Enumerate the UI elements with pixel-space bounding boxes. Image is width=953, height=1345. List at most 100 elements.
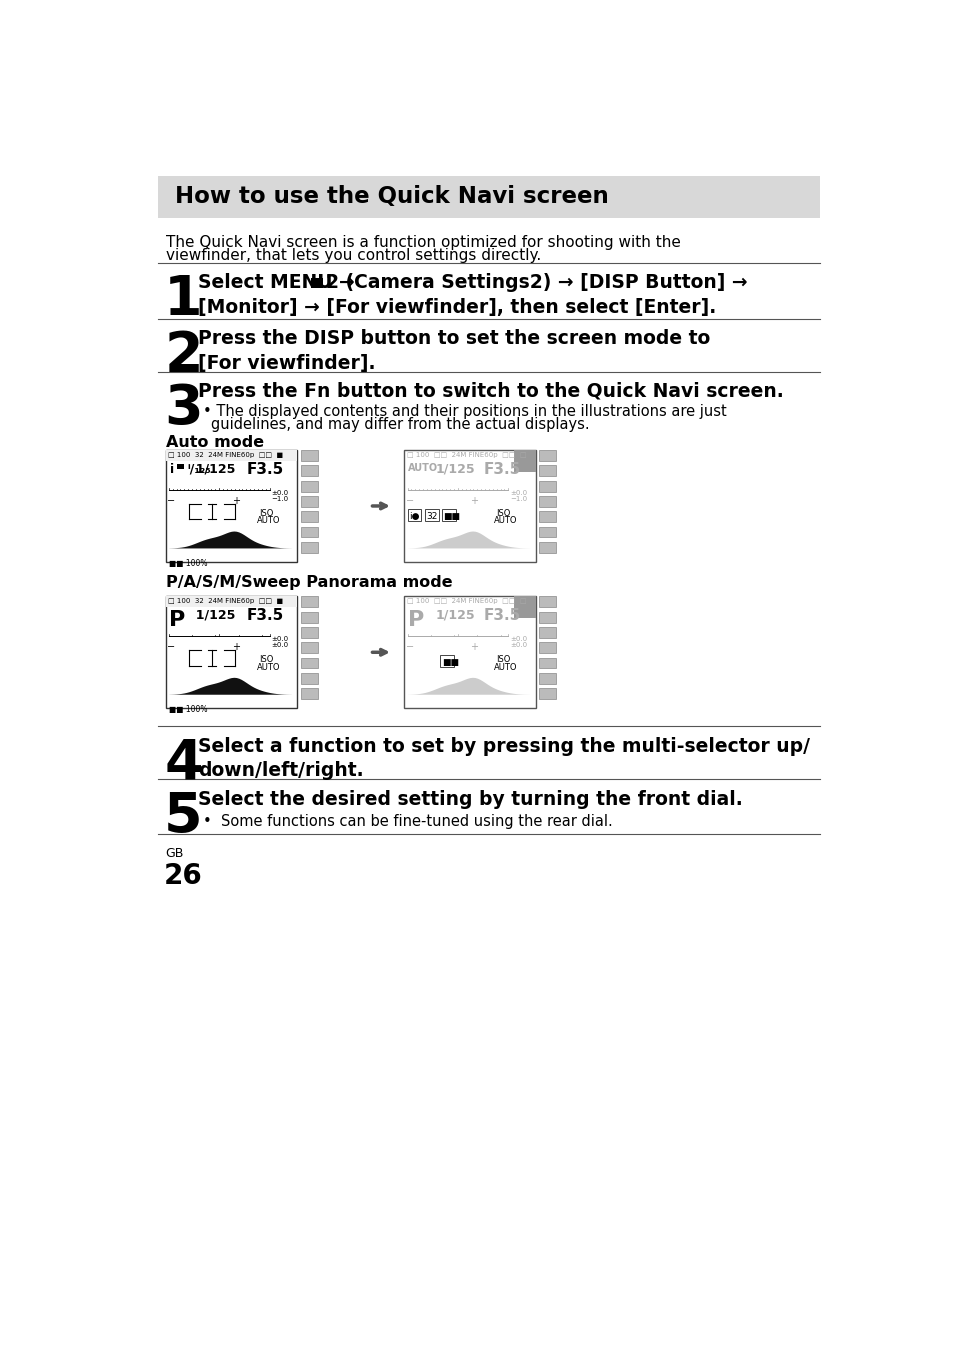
Text: 4: 4 [164,737,202,791]
Text: ±0.0: ±0.0 [509,636,526,643]
Bar [300,527,317,538]
Text: +: + [470,642,477,652]
Text: AUTO: AUTO [257,516,280,526]
Text: 32: 32 [426,511,437,521]
Text: AUTO: AUTO [407,463,437,473]
Text: +: + [232,495,239,506]
Text: F3.5: F3.5 [483,608,520,623]
Text: −: − [167,642,175,652]
Text: −: − [406,495,414,506]
Text: ±0.0: ±0.0 [509,490,526,496]
Bar [404,596,536,707]
Text: ISO: ISO [258,508,273,518]
Text: ■■: ■■ [443,511,459,521]
Text: AUTO: AUTO [257,663,280,671]
Bar [538,542,556,553]
Text: 3: 3 [164,382,203,436]
Bar [300,672,317,683]
Text: ±0.0: ±0.0 [271,490,288,496]
Bar [300,643,317,654]
Text: ■■ 100%: ■■ 100% [169,705,207,714]
Bar [407,508,421,521]
Bar [300,496,317,507]
Text: −1.0: −1.0 [509,495,526,502]
Bar [300,658,317,668]
Text: ISO: ISO [496,655,510,664]
Text: 2: 2 [164,330,203,383]
Bar [538,480,556,491]
Bar [300,596,317,607]
Bar [300,542,317,553]
Text: +: + [470,495,477,506]
Bar [300,627,317,638]
Bar [514,596,536,617]
Text: ISO: ISO [258,655,273,664]
Text: −: − [406,642,414,652]
Bar [538,658,556,668]
Text: ■■ 100%: ■■ 100% [169,558,207,568]
Text: F3.5: F3.5 [483,461,520,476]
Text: □ 100  32  24M FINE60p  □□  ■: □ 100 32 24M FINE60p □□ ■ [168,599,283,604]
Bar [538,465,556,476]
Text: □ 100  □□  24M FINE60p  □□  □: □ 100 □□ 24M FINE60p □□ □ [406,599,526,604]
Text: □ 100  32  24M FINE60p  □□  ■: □ 100 32 24M FINE60p □□ ■ [168,452,283,457]
Bar [538,596,556,607]
Bar [311,278,323,288]
Bar [300,511,317,522]
Text: viewfinder, that lets you control settings directly.: viewfinder, that lets you control settin… [166,249,540,264]
Text: 1/125: 1/125 [187,463,235,476]
Text: [For viewfinder].: [For viewfinder]. [198,354,375,373]
Text: +: + [232,642,239,652]
Text: 1: 1 [164,273,203,327]
Text: P: P [407,609,423,629]
Text: [Monitor] → [For viewfinder], then select [Enter].: [Monitor] → [For viewfinder], then selec… [198,297,716,316]
Text: Press the Fn button to switch to the Quick Navi screen.: Press the Fn button to switch to the Qui… [198,382,783,401]
Bar [300,612,317,623]
Text: ⁱ/₁₂₅: ⁱ/₁₂₅ [187,463,211,476]
Text: ■■: ■■ [441,658,458,667]
Bar [441,508,456,521]
Text: Select MENU →: Select MENU → [198,273,361,292]
Text: guidelines, and may differ from the actual displays.: guidelines, and may differ from the actu… [211,417,589,432]
Bar [404,451,536,562]
Text: The Quick Navi screen is a function optimized for shooting with the: The Quick Navi screen is a function opti… [166,234,679,250]
Text: i: i [171,463,174,476]
Text: 5: 5 [164,790,203,843]
Bar [538,689,556,699]
Text: Press the DISP button to set the screen mode to: Press the DISP button to set the screen … [198,330,710,348]
Bar [300,451,317,461]
Bar [166,451,297,461]
Text: −: − [167,495,175,506]
Bar [538,451,556,461]
Text: Auto mode: Auto mode [166,434,264,449]
Text: P/A/S/M/Sweep Panorama mode: P/A/S/M/Sweep Panorama mode [166,574,452,590]
Text: ±0.0: ±0.0 [509,642,526,648]
Text: Select a function to set by pressing the multi-selector up/: Select a function to set by pressing the… [198,737,809,756]
Bar [538,627,556,638]
Text: GB: GB [166,847,184,859]
Text: •  Some functions can be fine-tuned using the rear dial.: • Some functions can be fine-tuned using… [203,814,612,829]
Bar [538,527,556,538]
Text: How to use the Quick Navi screen: How to use the Quick Navi screen [174,186,608,208]
Bar [166,596,297,607]
Text: 1/125: 1/125 [435,609,475,621]
Bar [300,689,317,699]
Bar [300,480,317,491]
Bar [538,496,556,507]
Text: ISO: ISO [496,508,510,518]
Text: F3.5: F3.5 [247,461,284,476]
Bar [158,176,819,218]
Text: down/left/right.: down/left/right. [198,761,363,780]
Text: AUTO: AUTO [494,663,517,671]
Bar [166,451,297,562]
Text: −1.0: −1.0 [271,495,288,502]
Bar [538,612,556,623]
Bar [538,511,556,522]
Text: AUTO: AUTO [494,516,517,526]
Bar [424,508,438,521]
Text: □ 100  □□  24M FINE60p  □□  □: □ 100 □□ 24M FINE60p □□ □ [406,452,526,457]
Bar [300,465,317,476]
Bar [538,672,556,683]
Text: F3.5: F3.5 [247,608,284,623]
Text: 1/125: 1/125 [435,463,475,476]
